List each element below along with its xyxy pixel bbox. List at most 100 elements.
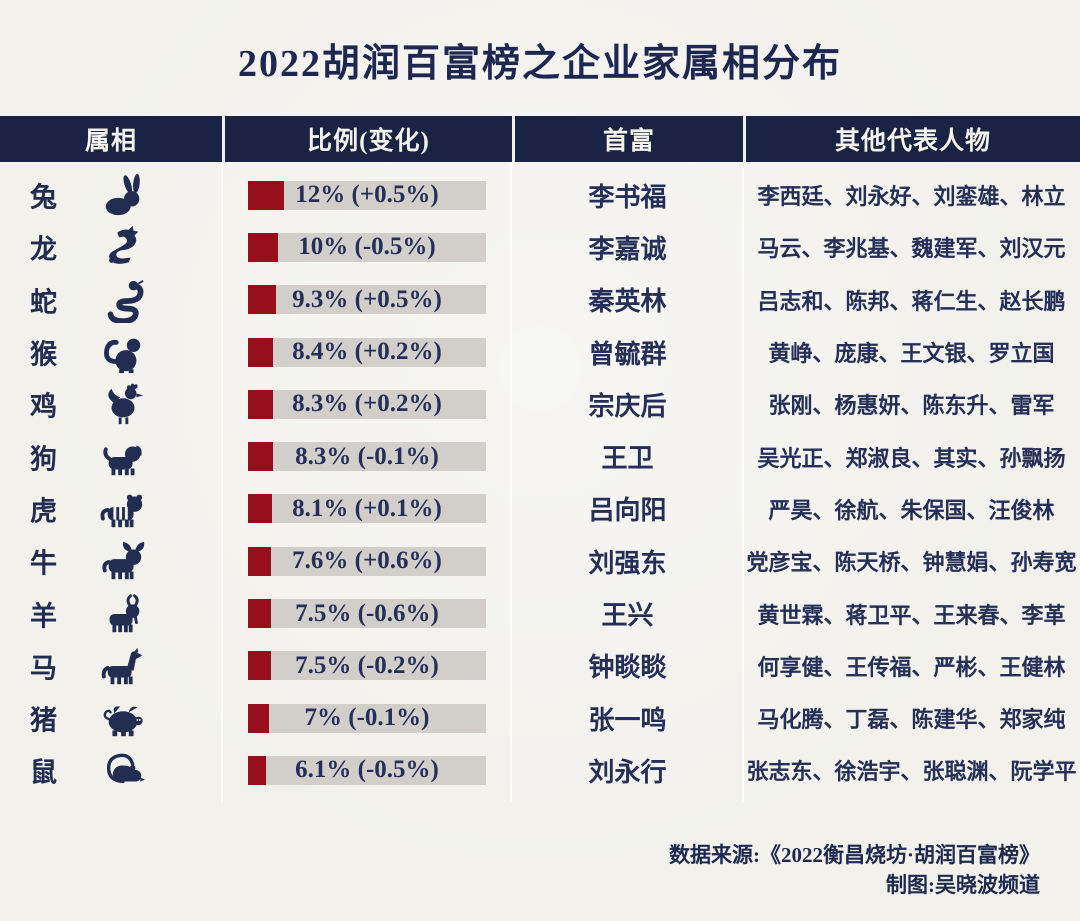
other-representatives: 严昊、徐航、朱保国、汪俊林 xyxy=(768,497,1055,523)
table-row: 虎 8.1% (+0.1%) 吕向阳 严昊、徐航、朱保国、汪俊林 xyxy=(0,483,1080,535)
column-divider xyxy=(742,162,744,802)
richest-person: 王卫 xyxy=(601,444,654,474)
bar-value-marker xyxy=(248,442,273,472)
goat-icon xyxy=(100,591,146,637)
table-row: 鸡 8.3% (+0.2%) 宗庆后 张刚、杨惠妍、陈东升、雷军 xyxy=(0,378,1080,430)
table-row: 蛇 9.3% (+0.5%) 秦英林 吕志和、陈邦、蒋仁生、赵长鹏 xyxy=(0,274,1080,326)
zodiac-label: 鸡 xyxy=(30,391,57,422)
table-row: 鼠 6.1% (-0.5%) 刘永行 张志东、徐浩宇、张聪渊、阮学平 xyxy=(0,744,1080,796)
bar-label: 7.5% (-0.6%) xyxy=(295,599,439,627)
zodiac-label: 鼠 xyxy=(30,757,57,788)
bar-value-marker xyxy=(248,755,267,785)
bar-label: 7.5% (-0.2%) xyxy=(295,651,439,679)
zodiac-label: 蛇 xyxy=(30,287,57,318)
other-representatives: 张志东、徐浩宇、张聪渊、阮学平 xyxy=(746,759,1077,785)
other-representatives: 黄世霖、蒋卫平、王来春、李革 xyxy=(757,602,1066,628)
zodiac-label: 猪 xyxy=(30,705,57,736)
richest-person: 宗庆后 xyxy=(588,391,667,421)
header-zodiac: 属相 xyxy=(84,128,137,155)
percentage-bar: 7.5% (-0.2%) xyxy=(248,651,486,681)
rat-icon xyxy=(100,747,146,793)
bar-value-marker xyxy=(248,546,271,576)
other-representatives: 马化腾、丁磊、陈建华、郑家纯 xyxy=(757,707,1066,733)
bar-label: 9.3% (+0.5%) xyxy=(292,285,442,313)
richest-person: 钟睒睒 xyxy=(588,653,667,683)
horse-icon xyxy=(100,643,146,689)
percentage-bar: 7.6% (+0.6%) xyxy=(248,546,486,576)
footer: 数据来源:《2022衡昌烧坊·胡润百富榜》 制图:吴晓波频道 xyxy=(669,840,1040,900)
richest-person: 吕向阳 xyxy=(588,496,667,526)
other-representatives: 党彦宝、陈天桥、钟慧娟、孙寿宽 xyxy=(746,550,1077,576)
column-divider xyxy=(221,162,223,802)
tiger-icon xyxy=(100,486,146,532)
bar-value-marker xyxy=(248,232,278,262)
zodiac-label: 狗 xyxy=(30,444,57,475)
bar-value-marker xyxy=(248,599,271,629)
bar-label: 7% (-0.1%) xyxy=(304,704,430,732)
bar-label: 6.1% (-0.5%) xyxy=(295,756,439,784)
other-representatives: 何享健、王传福、严彬、王健林 xyxy=(757,654,1066,680)
table-row: 猪 7% (-0.1%) 张一鸣 马化腾、丁磊、陈建华、郑家纯 xyxy=(0,692,1080,744)
zodiac-label: 龙 xyxy=(30,234,57,265)
percentage-bar: 7.5% (-0.6%) xyxy=(248,599,486,629)
percentage-bar: 10% (-0.5%) xyxy=(248,232,486,262)
richest-person: 曾毓群 xyxy=(588,339,667,369)
ox-icon xyxy=(100,538,146,584)
data-source: 数据来源:《2022衡昌烧坊·胡润百富榜》 xyxy=(669,843,1040,867)
percentage-bar: 8.3% (-0.1%) xyxy=(248,442,486,472)
bar-label: 10% (-0.5%) xyxy=(298,233,436,261)
zodiac-label: 猴 xyxy=(30,339,57,370)
page-title: 2022胡润百富榜之企业家属相分布 xyxy=(237,43,842,85)
richest-person: 秦英林 xyxy=(588,287,667,317)
richest-person: 张一鸣 xyxy=(588,705,667,735)
percentage-bar: 8.3% (+0.2%) xyxy=(248,389,486,419)
richest-person: 李嘉诚 xyxy=(588,234,667,264)
zodiac-label: 牛 xyxy=(30,548,57,579)
table-row: 羊 7.5% (-0.6%) 王兴 黄世霖、蒋卫平、王来春、李革 xyxy=(0,587,1080,639)
bar-value-marker xyxy=(248,389,273,419)
table-row: 龙 10% (-0.5%) 李嘉诚 马云、李兆基、魏建军、刘汉元 xyxy=(0,221,1080,273)
percentage-bar: 9.3% (+0.5%) xyxy=(248,285,486,315)
bar-value-marker xyxy=(248,285,276,315)
snake-icon xyxy=(100,277,146,323)
table-body: 兔 12% (+0.5%) 李书福 李西廷、刘永好、刘銮雄、林立 龙 xyxy=(0,169,1080,797)
other-representatives: 张刚、杨惠妍、陈东升、雷军 xyxy=(768,393,1055,419)
bar-value-marker xyxy=(248,703,269,733)
table-row: 猴 8.4% (+0.2%) 曾毓群 黄峥、庞康、王文银、罗立国 xyxy=(0,326,1080,378)
table-row: 马 7.5% (-0.2%) 钟睒睒 何享健、王传福、严彬、王健林 xyxy=(0,640,1080,692)
other-representatives: 马云、李兆基、魏建军、刘汉元 xyxy=(757,236,1066,262)
other-representatives: 黄峥、庞康、王文银、罗立国 xyxy=(768,341,1055,367)
richest-person: 刘永行 xyxy=(588,757,667,787)
header-other-representatives: 其他代表人物 xyxy=(743,116,1080,162)
other-representatives: 吴光正、郑淑良、其实、孙飘扬 xyxy=(757,445,1066,471)
header-ratio-change: 比例(变化) xyxy=(222,116,512,162)
table-row: 狗 8.3% (-0.1%) 王卫 吴光正、郑淑良、其实、孙飘扬 xyxy=(0,430,1080,482)
richest-person: 李书福 xyxy=(588,182,667,212)
zodiac-label: 兔 xyxy=(30,182,57,213)
percentage-bar: 12% (+0.5%) xyxy=(248,180,486,210)
bar-label: 12% (+0.5%) xyxy=(295,181,439,209)
bar-label: 7.6% (+0.6%) xyxy=(292,547,442,575)
zodiac-label: 虎 xyxy=(30,496,57,527)
bar-label: 8.4% (+0.2%) xyxy=(292,338,442,366)
richest-person: 王兴 xyxy=(601,601,654,631)
bar-value-marker xyxy=(248,651,271,681)
rabbit-icon xyxy=(100,172,146,218)
table-header-row: 属相 比例(变化) 首富 其他代表人物 xyxy=(0,116,1080,162)
dog-icon xyxy=(100,434,146,480)
other-representatives: 李西廷、刘永好、刘銮雄、林立 xyxy=(757,184,1066,210)
bar-label: 8.3% (-0.1%) xyxy=(295,442,439,470)
percentage-bar: 6.1% (-0.5%) xyxy=(248,755,486,785)
dragon-icon xyxy=(100,224,146,270)
table-row: 兔 12% (+0.5%) 李书福 李西廷、刘永好、刘銮雄、林立 xyxy=(0,169,1080,221)
percentage-bar: 7% (-0.1%) xyxy=(248,703,486,733)
bar-value-marker xyxy=(248,494,273,524)
zodiac-label: 马 xyxy=(30,653,57,684)
bar-value-marker xyxy=(248,180,284,210)
other-representatives: 吕志和、陈邦、蒋仁生、赵长鹏 xyxy=(757,288,1066,314)
bar-label: 8.1% (+0.1%) xyxy=(292,494,442,522)
percentage-bar: 8.4% (+0.2%) xyxy=(248,337,486,367)
column-divider xyxy=(510,162,512,802)
bar-value-marker xyxy=(248,337,274,367)
